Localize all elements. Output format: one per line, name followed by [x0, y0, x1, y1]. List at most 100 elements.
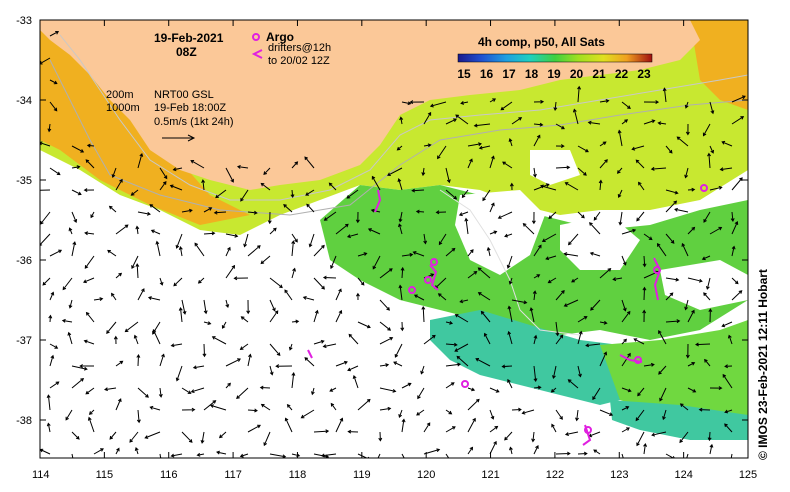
current-arrow: [215, 189, 227, 199]
current-arrow: [529, 307, 535, 323]
current-arrow: [175, 233, 183, 249]
current-arrow: [509, 182, 514, 191]
current-arrow: [621, 228, 637, 235]
current-arrow: [137, 211, 151, 216]
current-arrow: [211, 336, 227, 345]
current-arrow: [225, 358, 241, 367]
current-arrow: [421, 167, 426, 177]
current-arrow: [181, 387, 192, 394]
current-arrow: [445, 426, 456, 433]
current-arrow: [40, 211, 51, 225]
drifter-track: [307, 349, 313, 359]
current-arrow: [379, 406, 392, 411]
current-arrow: [555, 144, 565, 149]
current-arrow: [482, 189, 491, 202]
current-arrow: [533, 385, 542, 390]
current-arrow: [709, 101, 715, 115]
current-arrow: [507, 378, 513, 389]
current-arrow: [621, 338, 627, 345]
current-arrow: [429, 101, 447, 108]
current-arrow: [423, 143, 432, 148]
current-arrow: [665, 292, 674, 301]
current-arrow: [346, 233, 359, 239]
current-arrow: [71, 365, 88, 371]
current-arrow: [522, 223, 535, 235]
current-arrow: [437, 293, 447, 301]
current-arrow: [313, 277, 325, 290]
current-arrow: [555, 451, 571, 456]
current-arrow: [467, 158, 473, 169]
current-arrow: [213, 210, 227, 215]
current-arrow: [203, 299, 208, 315]
current-arrow: [236, 164, 249, 169]
current-arrow: [635, 159, 645, 169]
current-arrow: [398, 211, 403, 223]
current-arrow: [169, 184, 183, 191]
current-arrow: [111, 167, 117, 179]
x-tick-label: 120: [417, 469, 435, 481]
current-arrow: [643, 362, 655, 367]
current-arrow: [642, 286, 647, 301]
x-tick-label: 119: [353, 469, 371, 481]
current-arrow: [731, 277, 739, 285]
current-arrow: [233, 276, 249, 281]
land-australia: [40, 20, 700, 190]
current-arrow: [719, 167, 733, 172]
current-arrow: [203, 400, 217, 411]
contour-200m: [59, 34, 748, 201]
current-arrow: [83, 188, 95, 193]
current-arrow: [502, 161, 513, 169]
current-arrow: [454, 343, 469, 352]
current-arrow: [621, 453, 624, 458]
current-arrow: [550, 387, 557, 393]
current-arrow: [475, 358, 491, 367]
current-arrow: [445, 189, 458, 200]
current-arrow: [49, 354, 55, 367]
current-arrow: [509, 446, 513, 455]
current-arrow: [618, 211, 623, 226]
current-arrow: [269, 227, 277, 235]
current-arrow: [243, 233, 249, 248]
current-arrow: [291, 372, 296, 389]
current-arrow: [709, 226, 723, 235]
y-tick-label: -34: [16, 95, 32, 107]
current-arrow: [329, 387, 337, 392]
current-arrow: [178, 246, 183, 257]
current-arrow: [136, 409, 141, 424]
current-arrow: [291, 240, 296, 257]
current-arrow: [464, 217, 469, 235]
current-arrow: [506, 255, 513, 269]
current-arrow: [687, 226, 696, 235]
current-arrow: [159, 277, 164, 286]
current-arrow: [305, 189, 315, 196]
current-arrow: [577, 316, 588, 323]
current-arrow: [650, 166, 667, 171]
contour-eddy: [439, 189, 581, 336]
current-arrow: [269, 310, 279, 323]
current-arrow: [65, 409, 73, 421]
current-arrow: [709, 443, 714, 455]
current-arrow: [85, 159, 95, 169]
current-arrow: [599, 159, 608, 169]
current-arrow: [284, 417, 293, 433]
current-arrow: [709, 145, 714, 154]
current-arrow: [539, 184, 557, 191]
no-data-southwest: [40, 195, 610, 458]
current-arrow: [398, 409, 403, 419]
current-arrow: [533, 134, 541, 147]
current-arrow: [175, 365, 183, 382]
drifter-tracks: [307, 189, 662, 446]
y-tick-label: -36: [16, 255, 32, 267]
current-arrow: [49, 291, 55, 301]
colorbar-tick-label: 18: [525, 67, 539, 81]
drifter-track: [653, 257, 662, 301]
cloud-gap-4: [530, 150, 580, 185]
current-arrow: [642, 309, 647, 323]
current-arrow: [467, 271, 478, 279]
current-arrow: [552, 365, 557, 380]
current-arrow: [685, 343, 690, 359]
current-arrow: [322, 343, 337, 349]
x-tick-label: 114: [32, 469, 50, 481]
current-arrow: [286, 403, 293, 411]
drifter-track: [582, 424, 592, 446]
